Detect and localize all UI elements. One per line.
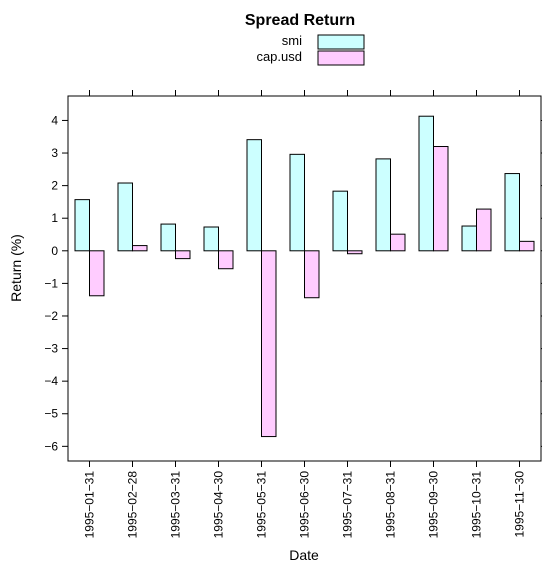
y-tick-label: 4 [51,113,58,127]
legend-swatch-smi [317,34,365,50]
bar-cap-usd-6 [304,250,320,299]
y-axis: 4 3 2 1 0 −1 −2 −3 −4 −5 −6 [44,113,542,453]
bar-smi-8 [375,158,391,252]
bar-cap-usd-8 [390,233,406,252]
bar-smi-5 [246,139,262,252]
y-tick-label: 1 [51,211,58,225]
y-tick-label: 0 [51,244,58,258]
y-tick-label: −4 [44,374,58,388]
y-tick-label: −6 [44,439,58,453]
bar-cap-usd-11 [519,240,535,252]
y-tick-label: 3 [51,146,58,160]
bar-cap-usd-2 [132,245,148,252]
x-tick-label: 1995−09−30 [427,471,441,539]
x-tick-label: 1995−02−28 [126,471,140,539]
bar-cap-usd-3 [175,250,191,260]
bar-cap-usd-9 [433,146,449,252]
bar-cap-usd-7 [347,250,363,255]
x-axis-label: Date [289,547,319,563]
bar-smi-7 [332,190,348,252]
bar-smi-6 [289,153,305,252]
bar-cap-usd-1 [89,250,105,297]
bar-smi-1 [74,199,90,252]
y-tick-label: 2 [51,179,58,193]
bar-cap-usd-4 [218,250,234,270]
bar-smi-9 [418,115,434,252]
x-axis: 1995−01−31 1995−02−28 1995−03−31 1995−04−30… [83,90,527,538]
bar-smi-3 [160,223,176,252]
x-tick-label: 1995−07−31 [341,471,355,539]
x-tick-label: 1995−11−30 [513,471,527,538]
x-tick-label: 1995−04−30 [212,471,226,539]
x-tick-label: 1995−03−31 [169,471,183,539]
plot-area [67,95,542,462]
bar-cap-usd-10 [476,208,492,252]
x-tick-label: 1995−10−31 [470,471,484,539]
chart-title: Spread Return [245,12,355,29]
x-tick-label: 1995−01−31 [83,471,97,539]
bar-smi-4 [203,226,219,252]
x-tick-label: 1995−05−31 [255,471,269,539]
bar-smi-11 [504,173,520,252]
bar-smi-2 [117,182,133,252]
x-tick-label: 1995−06−30 [298,471,312,539]
legend-label-smi: smi [282,33,302,48]
legend-label-cap-usd: cap.usd [256,49,302,64]
bar-smi-10 [461,225,477,252]
bar-cap-usd-5 [261,250,277,438]
y-axis-label: Return (%) [8,234,24,302]
y-tick-label: −1 [44,276,58,290]
y-tick-label: −3 [44,342,58,356]
y-tick-label: −2 [44,309,58,323]
legend-swatch-cap-usd [317,50,365,66]
y-tick-label: −5 [44,407,58,421]
x-tick-label: 1995−08−31 [384,471,398,539]
